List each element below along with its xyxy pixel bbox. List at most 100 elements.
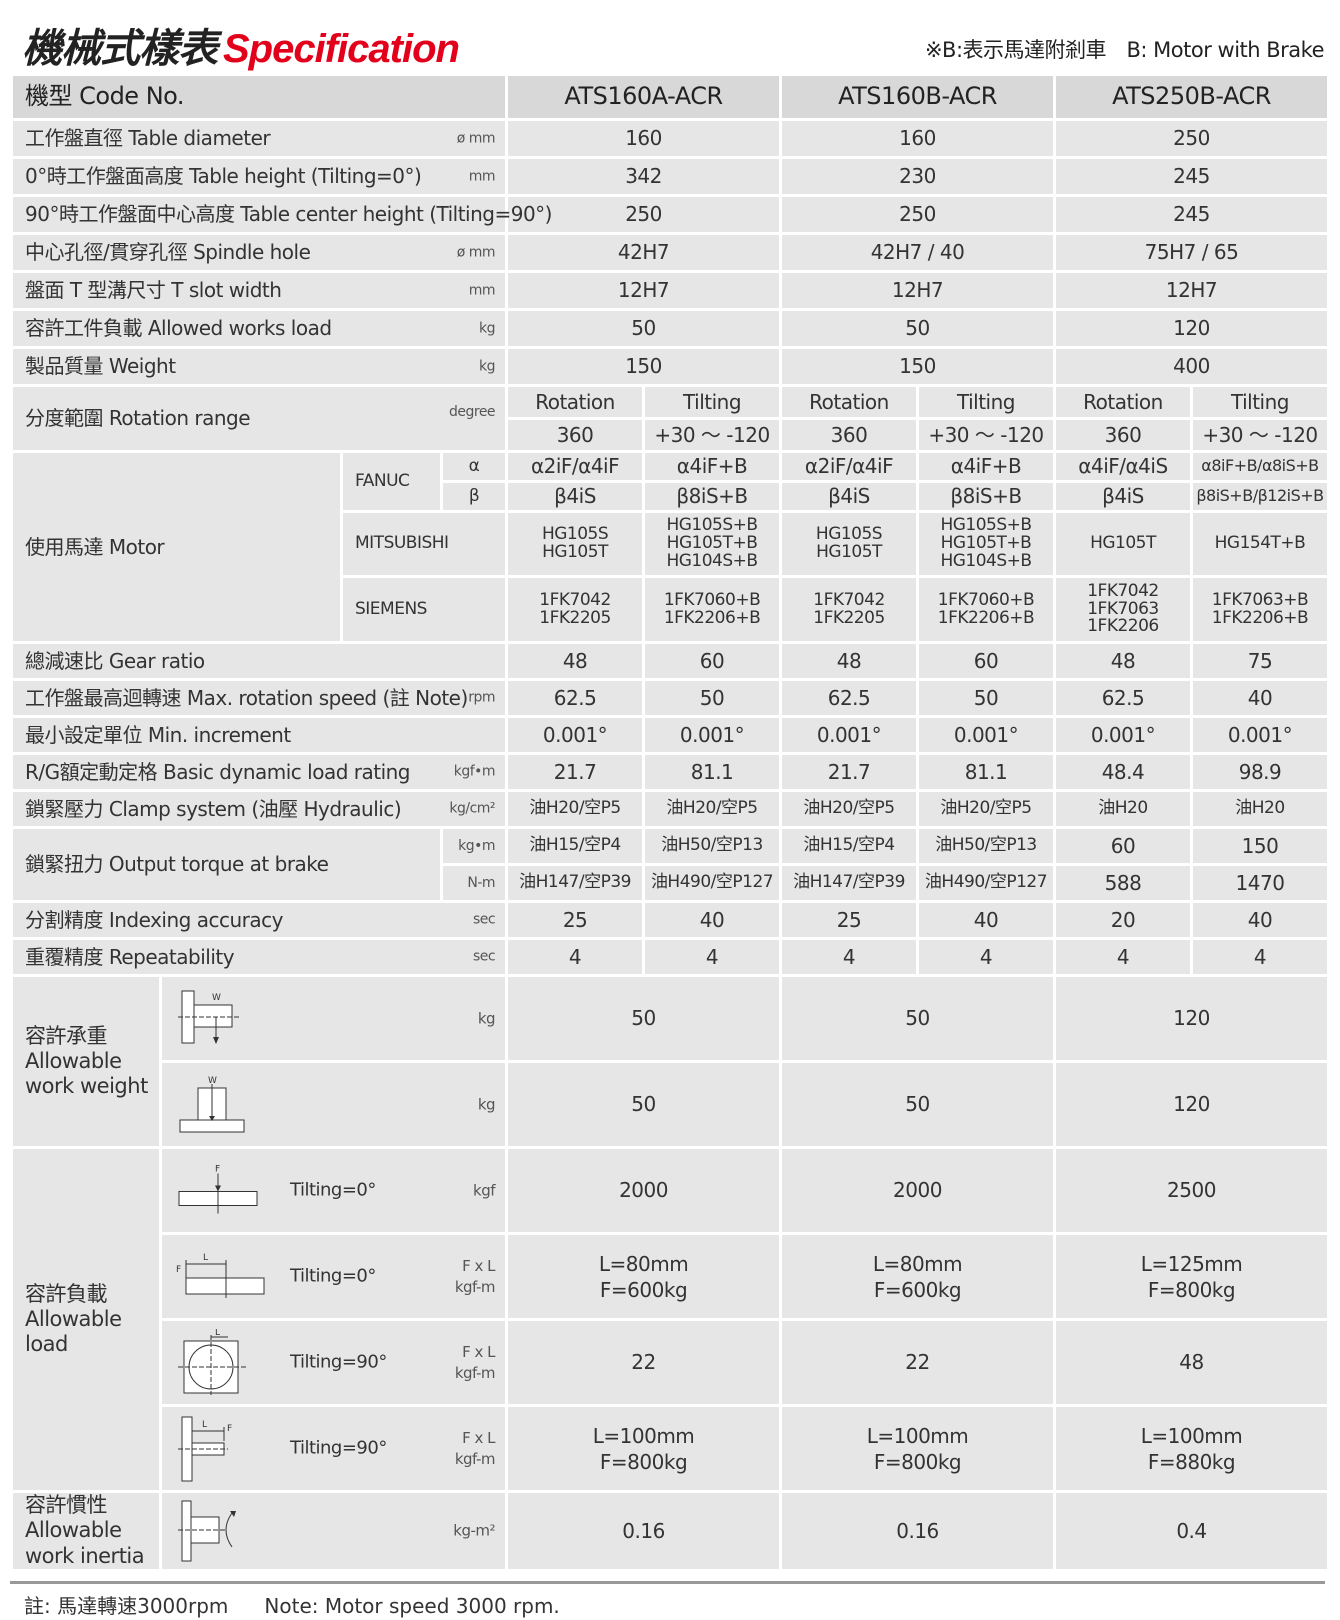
cell: HG154T+B [1192, 513, 1327, 575]
f-label: F [227, 1424, 232, 1434]
diagram-cell: L Tilting=90° F x L kgf-m [162, 1321, 506, 1404]
row-label: 總減速比 Gear ratio [13, 644, 506, 678]
spec-table: 機型 Code No. ATS160A-ACR ATS160B-ACR ATS2… [10, 73, 1330, 1572]
cell: 4 [508, 940, 643, 974]
cell: Rotation [782, 387, 916, 417]
cell: 250 [1055, 121, 1327, 156]
cell: 98.9 [1192, 755, 1327, 789]
tilting-label: Tilting=0° [290, 1179, 376, 1201]
cell-line: L=100mm [866, 1423, 969, 1448]
cell: Tilting [1192, 387, 1327, 417]
cell: 160 [782, 121, 1053, 156]
label-zh: 容許承重 [25, 1023, 108, 1048]
cell: 21.7 [508, 755, 643, 789]
cell-line: HG105S+B [666, 515, 758, 536]
cell: L=100mm F=800kg [782, 1407, 1053, 1490]
cell-line: HG104S+B [940, 550, 1032, 571]
cell: α4iF+B [645, 453, 780, 480]
cell: 81.1 [645, 755, 780, 789]
diagram-cell: W kg [162, 977, 506, 1060]
l-label: L [203, 1253, 208, 1263]
cell: L=80mm F=600kg [508, 1235, 780, 1318]
motor-fanuc-beta-row: β β4iS β8iS+B β4iS β8iS+B β4iS β8iS+B/β12iS+B [13, 483, 1327, 510]
cell: 40 [1192, 903, 1327, 937]
label-zh: 容許負載 [25, 1281, 108, 1306]
cell: 0.4 [1055, 1493, 1327, 1569]
cell: 50 [508, 311, 780, 346]
row-unit: kgf [473, 1180, 496, 1201]
cell: 342 [508, 159, 780, 194]
diagram-cell: F Tilting=0° kgf [162, 1149, 506, 1232]
row-label-text: 盤面 T 型溝尺寸 T slot width [25, 278, 282, 302]
table-row: R/G額定動定格 Basic dynamic load rating kgf•m 2… [13, 755, 1327, 789]
cell: 12H7 [508, 273, 780, 308]
cell-line: HG105T [542, 542, 608, 562]
cell: 0.16 [508, 1493, 780, 1569]
cell: 48 [782, 644, 916, 678]
brake-note: ※B:表示馬達附剎車 B: Motor with Brake [924, 38, 1325, 62]
cell: 12H7 [782, 273, 1053, 308]
row-label-text: R/G額定動定格 Basic dynamic load rating [25, 759, 411, 784]
cell-line: L=80mm [872, 1251, 963, 1276]
cell: β8iS+B [645, 483, 780, 510]
row-label: 工作盤直徑 Table diameter ø mm [13, 121, 506, 156]
unit-line: kgf-m [454, 1277, 496, 1296]
cell: 2000 [508, 1149, 780, 1232]
table-row: 重覆精度 Repeatability sec 4 4 4 4 4 4 [13, 940, 1327, 974]
cell: 0.001° [508, 718, 643, 752]
f-label: F [176, 1265, 181, 1275]
cell: +30 ～ -120 [1192, 420, 1327, 450]
cell-line: F=800kg [873, 1449, 962, 1474]
cell-line: L=100mm [592, 1423, 695, 1448]
motor-siemens-row: SIEMENS 1FK7042 1FK2205 1FK7060+B 1FK2206+… [13, 578, 1327, 641]
cell: 400 [1055, 349, 1327, 384]
cell: 21.7 [782, 755, 916, 789]
row-label-text: 最小設定單位 Min. increment [25, 722, 291, 747]
cell: 油H147/空P39 [782, 866, 916, 900]
table-row: 分割精度 Indexing accuracy sec 25 40 25 40 20 40 [13, 903, 1327, 937]
cell: 22 [782, 1321, 1053, 1404]
motor-label: 使用馬達 Motor [13, 453, 340, 641]
cell: 62.5 [782, 681, 916, 715]
row-unit: degree [448, 404, 496, 420]
page-title: 機械式樣表 Specification [22, 16, 460, 74]
cell: Tilting [645, 387, 780, 417]
unit-line: kgf-m [454, 1449, 496, 1468]
footnote-en: Note: Motor speed 3000 rpm. [264, 1594, 560, 1618]
tilting-label: Tilting=90° [290, 1437, 387, 1459]
cell: 20 [1055, 903, 1190, 937]
row-label-text: 工作盤直徑 Table diameter [25, 126, 271, 150]
cell: L=100mm F=880kg [1055, 1407, 1327, 1490]
row-label: 90°時工作盤面中心高度 Table center height (Tiltin… [13, 197, 553, 232]
work-weight-row: 容許承重 Allowable work weight W kg 50 50 120 [13, 977, 1327, 1146]
inertia-label: 容許慣性 Allowable work inertia [13, 1493, 159, 1569]
row-label-text: 製品質量 Weight [25, 354, 176, 378]
f-label: F [215, 1164, 220, 1174]
brand-fanuc: FANUC [343, 453, 440, 510]
vertical-table-weight-icon: W [178, 990, 240, 1044]
cell: HG105S+B HG105T+B HG104S+B [645, 513, 780, 575]
row-unit: sec [472, 911, 496, 928]
cell: 1FK7060+B 1FK2206+B [645, 578, 780, 641]
cell: 油H20 [1192, 792, 1327, 826]
inertia-row: 容許慣性 Allowable work inertia kg-m² 0.16 0.16… [13, 1493, 1327, 1569]
cell: Rotation [508, 387, 643, 417]
row-unit: kg [477, 1095, 496, 1113]
cell-line: 1FK7042 [539, 589, 611, 610]
diagram-cell: kg-m² [162, 1493, 506, 1569]
cell-line: HG105T+B [940, 533, 1032, 554]
cell: 60 [1055, 829, 1190, 863]
cell-line: F=600kg [873, 1277, 962, 1302]
cell-line: HG105S [815, 524, 883, 545]
cell: 42H7 / 40 [782, 235, 1053, 270]
cell: 2500 [1055, 1149, 1327, 1232]
code-no-label: 機型 Code No. [13, 76, 506, 118]
cell: 4 [919, 940, 1053, 974]
cell: 50 [508, 977, 780, 1060]
cell-line: HG105T+B [666, 533, 758, 554]
table-row: 盤面 T 型溝尺寸 T slot width mm 12H7 12H7 12H7 [13, 273, 1327, 308]
title-en: Specification [223, 27, 460, 71]
row-label: 鎖緊扭力 Output torque at brake [13, 829, 440, 900]
cell: 75H7 / 65 [1055, 235, 1327, 270]
beta-label: β [443, 483, 506, 510]
